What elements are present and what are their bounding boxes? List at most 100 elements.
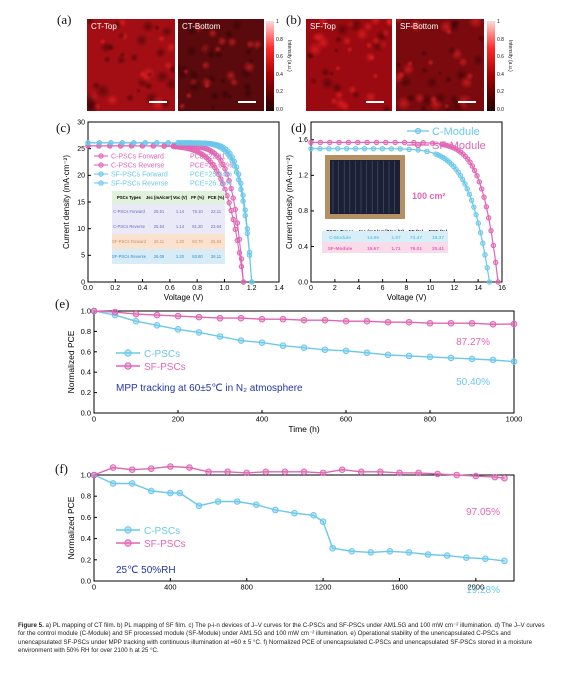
- data-point: [473, 212, 479, 218]
- data-point: [327, 139, 333, 146]
- data-point: [462, 554, 470, 561]
- data-point: [258, 315, 266, 323]
- table-row-bg: [322, 242, 448, 253]
- data-point: [236, 171, 242, 177]
- data-point: [319, 518, 327, 525]
- data-point: [222, 186, 228, 193]
- data-point: [203, 146, 210, 152]
- y-tick-label: 1.0: [81, 307, 91, 316]
- data-point: [119, 140, 126, 146]
- data-point: [317, 139, 324, 146]
- module-photo: [330, 160, 400, 214]
- legend-marker: [98, 162, 104, 168]
- data-point: [90, 307, 98, 315]
- data-point: [429, 140, 436, 146]
- data-point: [435, 152, 441, 158]
- data-point: [186, 464, 193, 471]
- plot-frame: [87, 121, 280, 283]
- data-point: [262, 468, 270, 476]
- y-tick-label: 0.8: [81, 492, 91, 501]
- data-point: [142, 140, 149, 146]
- data-point: [139, 143, 146, 149]
- data-point: [462, 153, 469, 160]
- data-point: [212, 141, 218, 147]
- table-cell: 26.11: [154, 239, 165, 244]
- map-title: CT-Top: [91, 22, 117, 31]
- end-label: 87.27%: [456, 337, 490, 348]
- y-tick-label: 0.4: [81, 534, 91, 543]
- table-cell: 1.14: [176, 209, 185, 214]
- data-point: [443, 142, 450, 149]
- data-point: [177, 144, 183, 150]
- data-point: [177, 140, 183, 146]
- data-point: [493, 259, 499, 266]
- x-tick-label: 0: [92, 583, 96, 592]
- data-point: [147, 487, 155, 495]
- data-point: [189, 146, 195, 153]
- table-header: PCE (%): [208, 195, 225, 200]
- data-point: [216, 171, 222, 178]
- data-point: [207, 147, 214, 154]
- data-point: [234, 237, 241, 244]
- colorbar-tick: 0.2: [276, 89, 283, 95]
- data-point: [224, 192, 230, 199]
- x-tick-label: 0: [309, 285, 313, 292]
- panel-label-d: (d): [291, 120, 307, 135]
- legend-marker: [124, 362, 132, 370]
- table-cell: 23.64: [211, 224, 222, 229]
- data-point: [147, 465, 155, 472]
- map-title: SF-Top: [310, 22, 336, 31]
- x-tick-label: 1000: [506, 415, 523, 424]
- table-header-bg: [112, 191, 225, 204]
- legend-label: C-PSCs Reverse: [111, 163, 164, 170]
- data-point: [185, 145, 191, 152]
- table-cell: 1.20: [176, 254, 185, 259]
- caption-label: Figure 5.: [18, 622, 44, 629]
- data-point: [420, 140, 426, 146]
- table-header: Jsc (mA/cm²): [146, 195, 173, 200]
- data-point: [233, 169, 240, 175]
- x-axis-label: Voltage (V): [164, 293, 204, 302]
- data-point: [336, 139, 342, 146]
- data-point: [153, 311, 161, 319]
- data-point: [464, 186, 470, 192]
- data-point: [174, 312, 182, 320]
- data-point: [174, 326, 182, 333]
- data-point: [329, 544, 336, 552]
- data-point: [214, 152, 220, 159]
- data-point: [383, 139, 389, 146]
- data-point: [220, 161, 226, 168]
- data-point: [107, 143, 113, 149]
- data-point: [210, 141, 216, 147]
- data-point: [205, 146, 212, 153]
- data-point: [190, 140, 196, 146]
- data-point: [109, 464, 117, 471]
- data-point: [194, 140, 201, 146]
- colorbar-label: Intensity (a.u.): [286, 40, 292, 72]
- data-point: [161, 143, 167, 149]
- data-point: [220, 181, 226, 187]
- data-point: [111, 308, 119, 316]
- data-point: [491, 473, 499, 481]
- map-title: CT-Bottom: [182, 22, 221, 31]
- table-row-bg: [112, 234, 225, 249]
- data-point: [174, 144, 181, 150]
- data-point: [177, 143, 183, 149]
- table-row-bg: [322, 242, 448, 253]
- x-tick-label: 14: [474, 285, 482, 292]
- data-point: [179, 143, 185, 149]
- data-point: [237, 314, 245, 322]
- pl-map-ct-top: CT-Top: [87, 19, 175, 111]
- data-point: [238, 263, 245, 270]
- data-point: [193, 148, 199, 154]
- scale-bar: [458, 101, 476, 103]
- data-point: [131, 140, 137, 146]
- data-point: [184, 140, 190, 146]
- table-header: FF (%): [191, 195, 204, 200]
- panel-label-c: (c): [56, 120, 71, 135]
- data-point: [367, 549, 375, 556]
- data-point: [226, 199, 232, 206]
- colorbar-tick: 0.0: [276, 106, 283, 113]
- data-point: [486, 279, 493, 285]
- panel-label-f: (f): [55, 461, 68, 476]
